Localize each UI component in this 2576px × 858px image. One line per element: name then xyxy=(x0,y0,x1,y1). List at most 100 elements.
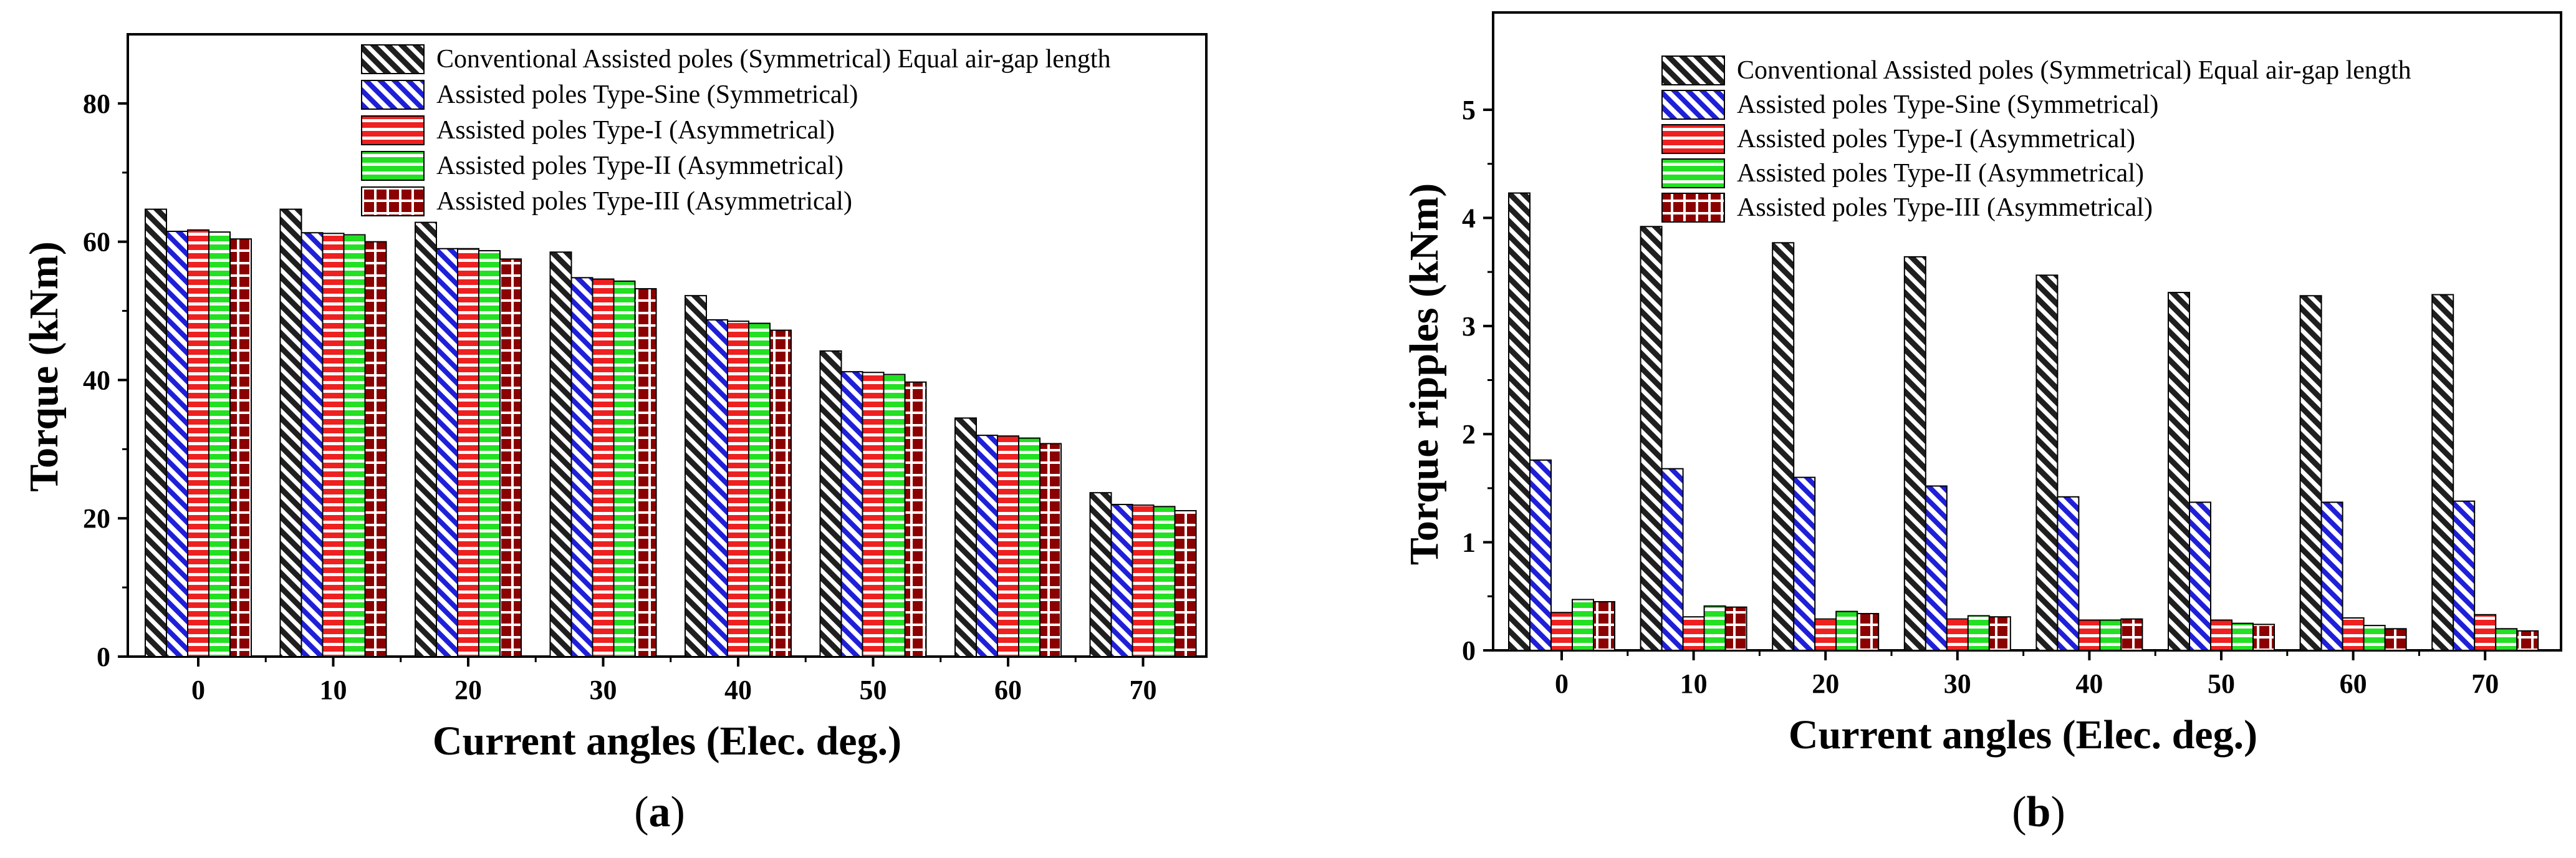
ripples-bar-type-i-30 xyxy=(1946,618,1969,651)
torque-y-tick-label: 20 xyxy=(83,503,110,534)
torque-bar-type-sine-60 xyxy=(976,435,998,658)
ripples-x-tick-label: 10 xyxy=(1680,668,1708,699)
ripples-bar-conventional-10 xyxy=(1640,226,1663,651)
ripples-bar-type-ii-70 xyxy=(2495,628,2518,651)
torque-legend-swatch-type-sine xyxy=(361,80,425,110)
ripples-y-tick-label: 3 xyxy=(1462,311,1476,342)
torque-bar-conventional-60 xyxy=(954,417,977,658)
torque-bar-type-ii-40 xyxy=(748,322,771,657)
ripples-x-tick-label: 30 xyxy=(1944,668,1971,699)
torque-bar-type-i-30 xyxy=(592,278,615,657)
ripples-bar-type-ii-50 xyxy=(2231,622,2254,651)
ripples-plot-frame xyxy=(1492,11,2562,652)
ripples-bar-type-i-60 xyxy=(2342,617,2365,651)
torque-x-tick-label: 60 xyxy=(994,675,1022,705)
torque-legend-label-conventional: Conventional Assisted poles (Symmetrical… xyxy=(436,45,1111,74)
ripples-bar-type-i-40 xyxy=(2078,619,2101,652)
ripples-x-tick-label: 0 xyxy=(1555,668,1569,699)
ripples-x-tick-label: 70 xyxy=(2471,668,2499,699)
ripples-bar-type-ii-30 xyxy=(1967,615,1990,652)
ripples-legend-swatch-type-sine xyxy=(1661,90,1725,120)
torque-legend-label-type-sine: Assisted poles Type-Sine (Symmetrical) xyxy=(436,80,858,109)
ripples-bar-type-iii-60 xyxy=(2384,628,2407,651)
ripples-bar-type-i-70 xyxy=(2474,614,2497,652)
torque-bar-type-ii-50 xyxy=(883,374,906,657)
ripples-y-tick-label: 0 xyxy=(1462,635,1476,666)
ripples-bar-type-sine-20 xyxy=(1793,476,1816,652)
torque-bar-type-ii-60 xyxy=(1018,437,1040,657)
torque-bar-type-iii-30 xyxy=(634,288,657,657)
ripples-bar-conventional-40 xyxy=(2035,274,2059,651)
torque-legend-swatch-type-i xyxy=(361,115,425,145)
torque-bar-type-iii-10 xyxy=(364,241,387,657)
torque-bar-conventional-10 xyxy=(279,208,302,657)
ripples-bar-conventional-0 xyxy=(1508,192,1531,651)
torque-bar-conventional-30 xyxy=(549,251,572,657)
torque-bar-type-ii-10 xyxy=(343,234,366,658)
torque-bar-type-iii-0 xyxy=(229,238,252,657)
torque-bar-type-ii-30 xyxy=(613,280,636,657)
ripples-bar-type-sine-50 xyxy=(2189,501,2211,651)
ripples-bar-type-i-0 xyxy=(1550,612,1573,651)
ripples-legend-label-type-i: Assisted poles Type-I (Asymmetrical) xyxy=(1737,125,2135,153)
ripples-bar-type-sine-30 xyxy=(1925,485,1948,651)
torque-bar-type-i-10 xyxy=(322,233,345,657)
ripples-x-axis-title: Current angles (Elec. deg.) xyxy=(1789,712,2257,758)
ripples-bar-conventional-30 xyxy=(1903,256,1926,651)
torque-y-tick-label: 0 xyxy=(97,642,110,672)
torque-y-tick-label: 60 xyxy=(83,227,110,258)
torque-x-tick-label: 20 xyxy=(454,675,482,705)
ripples-legend-swatch-conventional xyxy=(1661,55,1725,85)
ripples-bar-conventional-50 xyxy=(2168,292,2190,651)
ripples-bar-type-iii-40 xyxy=(2120,618,2143,651)
torque-y-axis-title: Torque (kNm) xyxy=(21,241,67,492)
torque-x-tick-label: 30 xyxy=(590,675,617,705)
ripples-y-tick-label: 5 xyxy=(1462,95,1476,125)
ripples-legend-label-type-ii: Assisted poles Type-II (Asymmetrical) xyxy=(1737,159,2144,188)
ripples-bar-type-ii-40 xyxy=(2099,619,2122,652)
ripples-bar-type-sine-0 xyxy=(1529,459,1552,652)
ripples-bar-type-ii-60 xyxy=(2363,625,2386,652)
torque-bar-type-sine-30 xyxy=(570,277,594,657)
torque-bar-type-iii-40 xyxy=(769,329,792,657)
ripples-legend-swatch-type-iii xyxy=(1661,193,1725,223)
torque-bar-type-sine-10 xyxy=(300,232,324,657)
ripples-bar-type-sine-70 xyxy=(2453,500,2476,652)
panel-b-label: b xyxy=(2027,788,2051,836)
ripples-bar-conventional-70 xyxy=(2431,294,2454,651)
torque-legend-swatch-type-ii xyxy=(361,151,425,181)
ripples-legend-swatch-type-ii xyxy=(1661,158,1725,188)
torque-bar-conventional-0 xyxy=(145,208,167,657)
ripples-legend-label-type-sine: Assisted poles Type-Sine (Symmetrical) xyxy=(1737,90,2158,119)
ripples-bar-type-iii-70 xyxy=(2516,630,2539,652)
torque-bar-conventional-70 xyxy=(1089,492,1112,658)
ripples-bar-type-sine-10 xyxy=(1661,468,1684,651)
torque-bar-conventional-40 xyxy=(685,295,707,658)
ripples-bar-type-sine-60 xyxy=(2320,501,2343,651)
torque-bar-type-sine-50 xyxy=(840,371,863,657)
torque-bar-conventional-50 xyxy=(819,350,842,657)
ripples-bar-type-ii-0 xyxy=(1572,599,1594,651)
ripples-bar-type-i-10 xyxy=(1682,616,1705,651)
torque-bar-type-ii-20 xyxy=(478,250,501,657)
torque-plot-frame xyxy=(127,33,1208,658)
torque-x-axis-title: Current angles (Elec. deg.) xyxy=(433,718,901,764)
torque-bar-type-i-60 xyxy=(997,435,1019,658)
torque-x-tick-label: 70 xyxy=(1130,675,1157,705)
torque-plot-area: 0 20 40 60 80 0 10 20 30 40 50 60 70 Conventional Ass… xyxy=(83,33,1208,705)
torque-legend-swatch-conventional xyxy=(361,44,425,74)
torque-bar-type-ii-70 xyxy=(1153,506,1176,657)
ripples-bar-type-i-20 xyxy=(1814,618,1837,651)
ripples-bar-type-sine-40 xyxy=(2057,496,2080,651)
panel-a-label: a xyxy=(649,788,671,836)
torque-bar-type-sine-0 xyxy=(166,231,188,657)
ripples-y-tick-label: 4 xyxy=(1462,203,1476,233)
torque-bar-conventional-20 xyxy=(415,221,437,657)
ripples-bar-type-iii-0 xyxy=(1593,600,1615,651)
torque-bar-type-i-20 xyxy=(457,248,479,657)
torque-chart-panel: 0 20 40 60 80 0 10 20 30 40 50 60 70 Conventional Ass… xyxy=(21,33,1208,836)
torque-bar-type-iii-50 xyxy=(904,381,927,657)
